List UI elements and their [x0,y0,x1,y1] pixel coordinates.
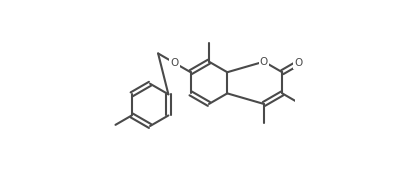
Text: O: O [260,57,268,67]
Text: O: O [294,58,303,68]
Text: O: O [170,58,179,68]
